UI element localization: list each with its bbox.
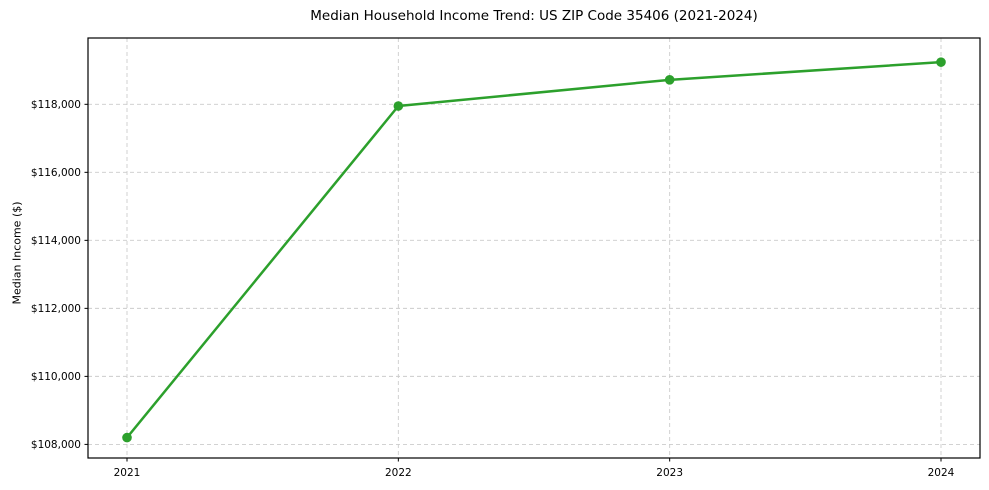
chart-title: Median Household Income Trend: US ZIP Co… bbox=[310, 8, 758, 24]
y-tick-label: $118,000 bbox=[31, 99, 81, 111]
y-tick-label: $108,000 bbox=[31, 439, 81, 451]
axes-border bbox=[87, 37, 981, 459]
data-point-marker bbox=[122, 432, 132, 443]
y-tick-label: $112,000 bbox=[31, 303, 81, 315]
x-tick-label: 2022 bbox=[385, 467, 412, 479]
data-point-marker bbox=[936, 57, 946, 67]
x-tick-label: 2021 bbox=[114, 467, 141, 479]
trend-line bbox=[125, 60, 943, 439]
y-tick-label: $116,000 bbox=[31, 167, 81, 179]
x-tick-label: 2023 bbox=[656, 467, 683, 479]
x-tick-label: 2024 bbox=[928, 467, 955, 479]
data-point-marker bbox=[664, 75, 675, 85]
y-axis-label-text: Median Income ($) bbox=[10, 201, 24, 305]
y-tick-label: $114,000 bbox=[31, 235, 81, 247]
data-point-marker bbox=[393, 101, 404, 111]
y-tick-label: $110,000 bbox=[31, 371, 81, 383]
